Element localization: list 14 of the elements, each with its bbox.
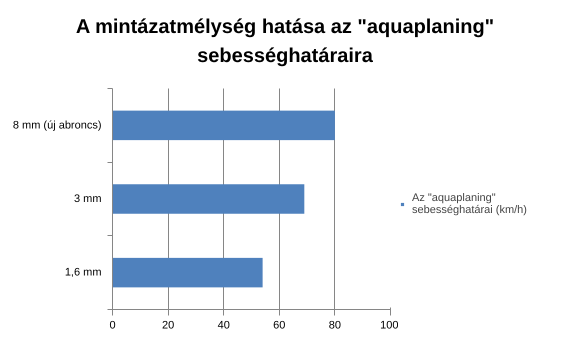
bar xyxy=(112,110,335,140)
x-tick-label: 60 xyxy=(273,320,286,332)
x-tick-label: 80 xyxy=(328,320,342,332)
x-tick-label: 20 xyxy=(162,320,174,332)
x-tick-label: 100 xyxy=(380,320,399,332)
y-tick-label: 8 mm (új abroncs) xyxy=(12,119,102,132)
bar xyxy=(112,258,263,288)
y-tick-label: 3 mm xyxy=(74,193,102,205)
x-tick-label: 0 xyxy=(109,320,116,332)
y-tick-label: 1,6 mm xyxy=(64,266,102,279)
legend-label: Az "aquaplaning" sebességhatárai (km/h) xyxy=(412,192,527,216)
x-tick-label: 40 xyxy=(218,320,230,332)
bar xyxy=(112,184,304,214)
chart-title: A mintázatmélység hatása az "aquaplaning" sebességhatáraira xyxy=(74,15,496,69)
